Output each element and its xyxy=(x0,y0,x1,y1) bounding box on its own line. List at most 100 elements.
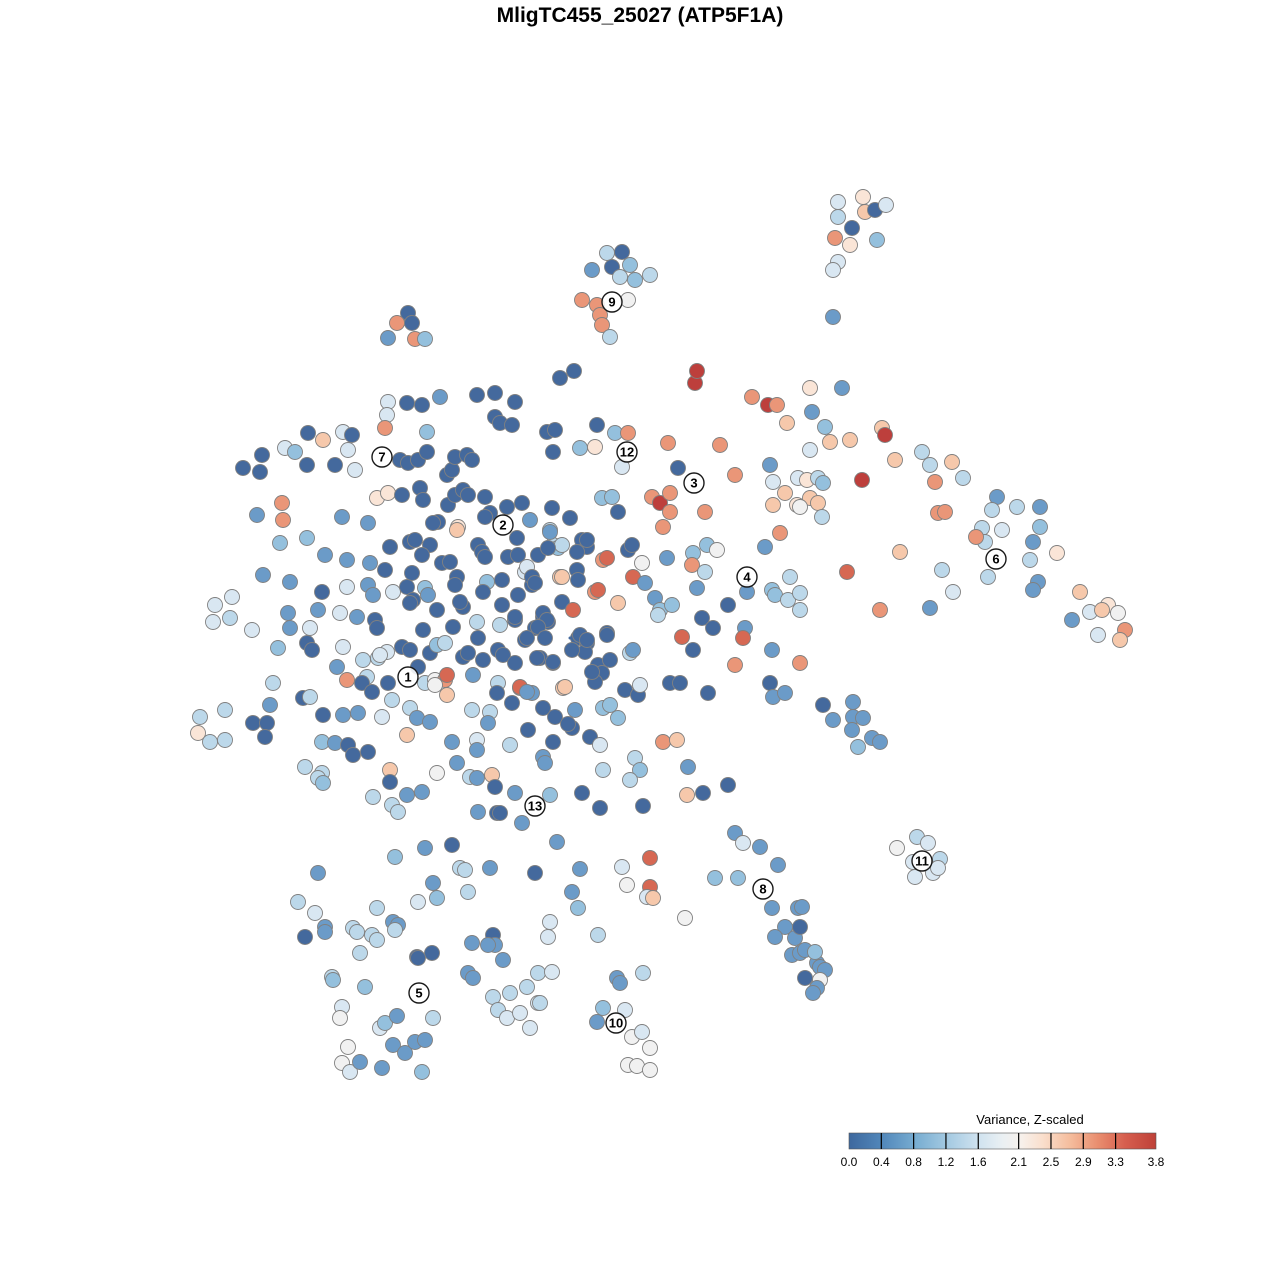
data-point xyxy=(564,884,580,900)
data-point xyxy=(945,584,961,600)
data-point xyxy=(794,899,810,915)
data-point xyxy=(510,587,526,603)
data-point xyxy=(512,1005,528,1021)
data-point xyxy=(504,695,520,711)
data-point xyxy=(579,632,595,648)
data-point xyxy=(610,710,626,726)
data-point xyxy=(389,315,405,331)
data-point xyxy=(352,1054,368,1070)
data-point xyxy=(402,642,418,658)
svg-text:6: 6 xyxy=(992,552,999,567)
data-point xyxy=(410,894,426,910)
data-point xyxy=(270,640,286,656)
data-point xyxy=(464,702,480,718)
data-point xyxy=(792,499,808,515)
data-point xyxy=(569,544,585,560)
data-point xyxy=(927,474,943,490)
data-point xyxy=(565,602,581,618)
data-point xyxy=(700,685,716,701)
data-point xyxy=(414,397,430,413)
data-point xyxy=(604,489,620,505)
cluster-label-3: 3 xyxy=(683,472,705,494)
data-point xyxy=(599,245,615,261)
data-point xyxy=(304,642,320,658)
data-point xyxy=(207,597,223,613)
data-point xyxy=(415,622,431,638)
data-point xyxy=(417,1032,433,1048)
data-point xyxy=(429,890,445,906)
data-point xyxy=(414,784,430,800)
data-point xyxy=(642,267,658,283)
data-point xyxy=(339,579,355,595)
data-point xyxy=(457,862,473,878)
data-point xyxy=(1032,519,1048,535)
data-point xyxy=(922,457,938,473)
data-point xyxy=(620,425,636,441)
data-point xyxy=(709,542,725,558)
data-point xyxy=(694,610,710,626)
data-point xyxy=(1022,552,1038,568)
colorbar-tick-label: 2.5 xyxy=(1043,1155,1060,1169)
data-point xyxy=(217,732,233,748)
data-point xyxy=(839,564,855,580)
data-point xyxy=(635,965,651,981)
data-point xyxy=(664,597,680,613)
data-point xyxy=(420,587,436,603)
data-point xyxy=(540,540,556,556)
data-point xyxy=(259,715,275,731)
data-point xyxy=(1025,534,1041,550)
data-point xyxy=(887,452,903,468)
data-point xyxy=(282,574,298,590)
data-point xyxy=(545,444,561,460)
data-point xyxy=(299,457,315,473)
data-point xyxy=(509,530,525,546)
data-point xyxy=(807,944,823,960)
data-point xyxy=(299,530,315,546)
colorbar-bar xyxy=(848,1132,1157,1150)
data-point xyxy=(720,597,736,613)
data-point xyxy=(190,725,206,741)
data-point xyxy=(339,552,355,568)
data-point xyxy=(315,775,331,791)
data-point xyxy=(542,524,558,540)
data-point xyxy=(192,709,208,725)
data-point xyxy=(1049,545,1065,561)
data-point xyxy=(390,804,406,820)
data-point xyxy=(302,689,318,705)
data-point xyxy=(625,642,641,658)
data-point xyxy=(464,452,480,468)
data-point xyxy=(877,427,893,443)
data-point xyxy=(465,667,481,683)
data-point xyxy=(712,437,728,453)
data-point xyxy=(480,715,496,731)
data-point xyxy=(327,457,343,473)
data-point xyxy=(762,675,778,691)
data-point xyxy=(590,927,606,943)
data-point xyxy=(599,550,615,566)
data-point xyxy=(595,762,611,778)
data-point xyxy=(332,1010,348,1026)
data-point xyxy=(329,659,345,675)
colorbar-title: Variance, Z-scaled xyxy=(976,1112,1083,1127)
data-point xyxy=(834,380,850,396)
data-point xyxy=(407,532,423,548)
colorbar-tick-label: 3.3 xyxy=(1107,1155,1124,1169)
svg-text:13: 13 xyxy=(528,799,542,814)
data-point xyxy=(592,737,608,753)
data-point xyxy=(802,442,818,458)
data-point xyxy=(290,894,306,910)
cluster-label-10: 10 xyxy=(605,1012,627,1034)
data-point xyxy=(444,837,460,853)
data-point xyxy=(357,979,373,995)
data-point xyxy=(844,722,860,738)
data-point xyxy=(770,857,786,873)
data-point xyxy=(652,495,668,511)
data-point xyxy=(669,732,685,748)
data-point xyxy=(844,220,860,236)
data-point xyxy=(460,645,476,661)
data-point xyxy=(554,569,570,585)
data-point xyxy=(444,462,460,478)
data-point xyxy=(527,575,543,591)
data-point xyxy=(637,575,653,591)
